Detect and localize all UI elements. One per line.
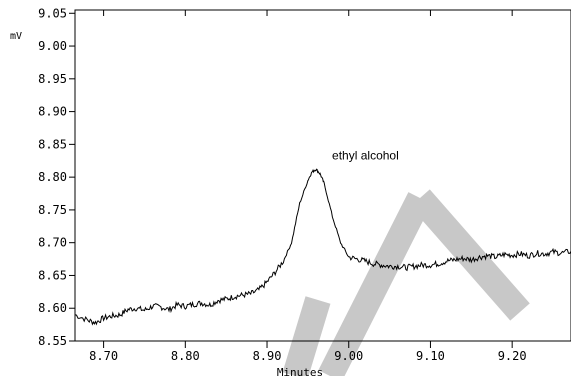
y-tick-label: 8.60 bbox=[38, 301, 67, 315]
y-tick-label: 8.55 bbox=[38, 334, 67, 348]
x-tick-label: 9.00 bbox=[334, 349, 363, 363]
top-axis-ticks bbox=[103, 10, 513, 16]
x-tick-label: 8.70 bbox=[89, 349, 118, 363]
peak-annotation: ethyl alcohol bbox=[332, 149, 399, 163]
y-tick-label: 8.85 bbox=[38, 137, 67, 151]
y-tick-label: 8.95 bbox=[38, 72, 67, 86]
y-tick-label: 8.80 bbox=[38, 170, 67, 184]
y-tick-label: 8.65 bbox=[38, 268, 67, 282]
x-tick-label: 8.80 bbox=[171, 349, 200, 363]
plot-frame bbox=[74, 9, 571, 342]
watermark-stroke bbox=[318, 192, 432, 376]
watermark bbox=[282, 189, 530, 376]
watermark-stroke bbox=[282, 296, 331, 376]
x-tick-label: 9.20 bbox=[498, 349, 527, 363]
x-axis-title: Minutes bbox=[277, 366, 323, 376]
y-tick-label: 8.75 bbox=[38, 203, 67, 217]
y-tick-label: 9.00 bbox=[38, 39, 67, 53]
y-axis: 9.05 9.00 8.95 8.90 8.85 8.80 8.75 8.70 8.65 8.60… bbox=[38, 6, 75, 348]
y-tick-label: 9.05 bbox=[38, 6, 67, 20]
watermark-stroke bbox=[410, 189, 530, 321]
series-line bbox=[74, 168, 571, 326]
y-tick-label: 8.90 bbox=[38, 105, 67, 119]
y-tick-label: 8.70 bbox=[38, 236, 67, 250]
x-tick-label: 8.90 bbox=[253, 349, 282, 363]
y-unit-label: mV bbox=[10, 31, 22, 42]
x-axis: 8.70 8.80 8.90 9.00 9.10 9.20 bbox=[89, 341, 527, 363]
x-tick-label: 9.10 bbox=[416, 349, 445, 363]
